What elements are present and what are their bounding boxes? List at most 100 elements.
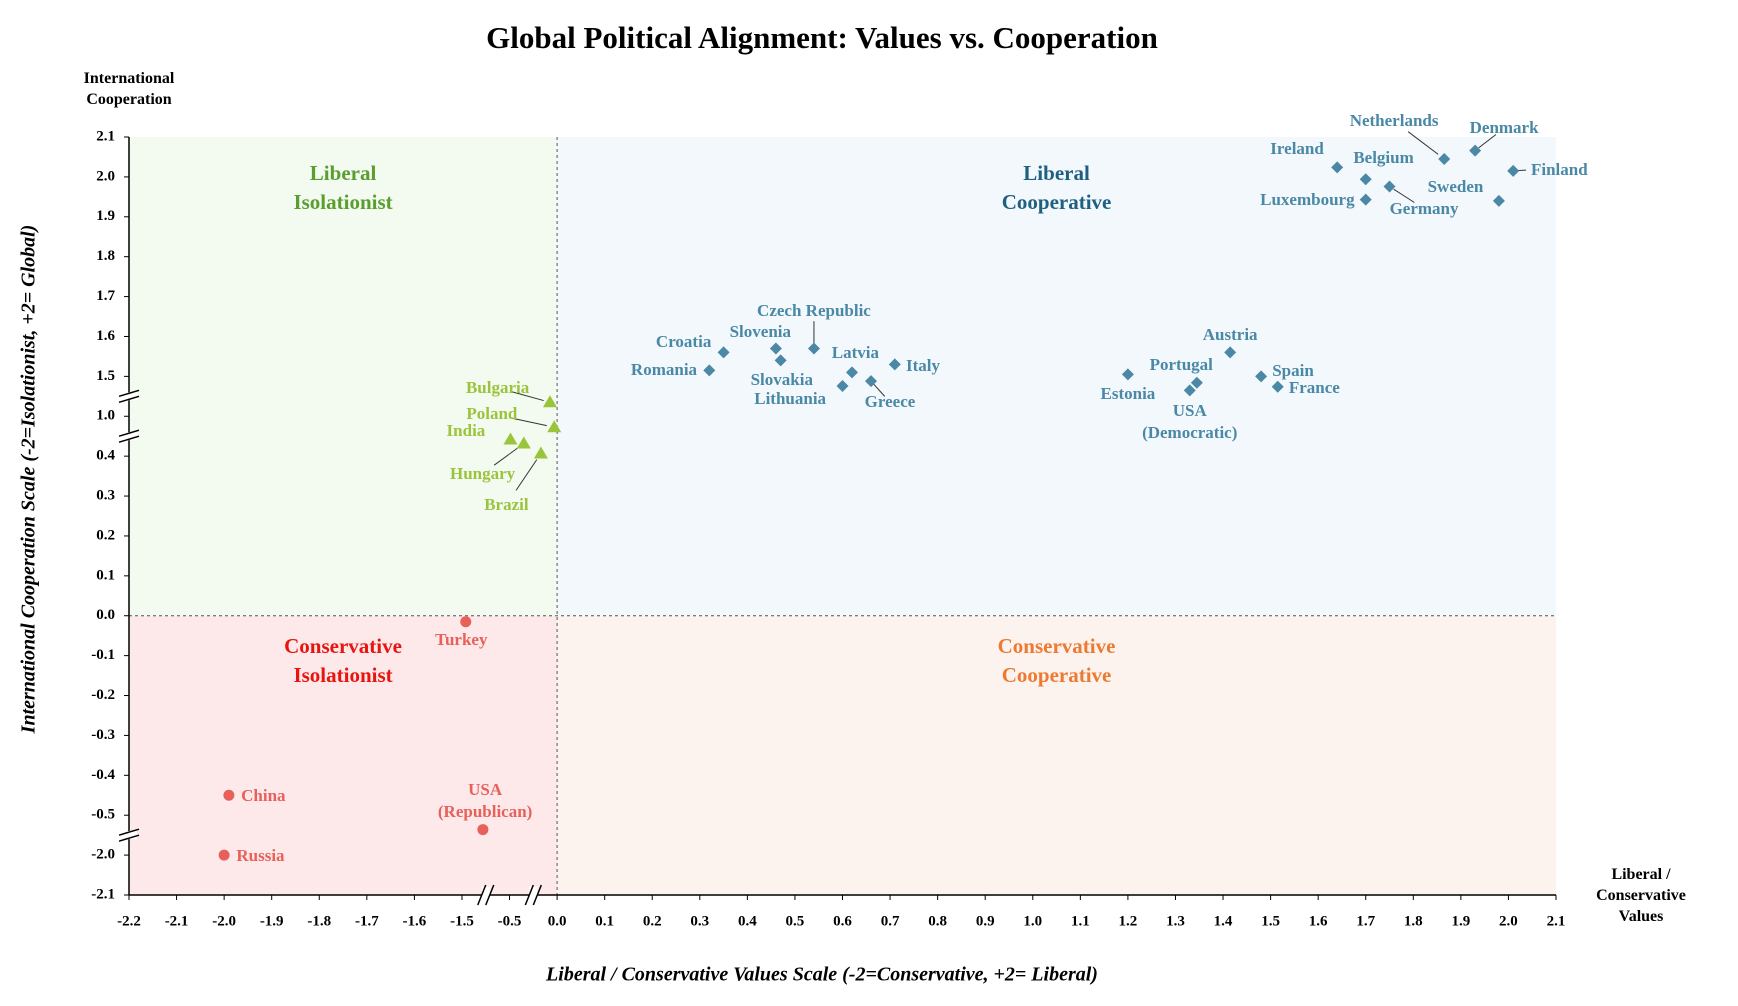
point-label: Latvia [831,343,879,363]
x-tick-label: 1.7 [1356,913,1375,929]
x-tick-label: 1.0 [1023,913,1042,929]
x-tick-label: 1.9 [1451,913,1470,929]
axis-break [118,834,140,842]
y-tick-label: -0.5 [91,807,115,823]
point [1359,193,1372,206]
y-tick-label: -2.0 [91,847,115,863]
point-label: Germany [1389,198,1459,218]
quadrant-label: Liberal Isolationist [293,161,393,214]
axis-break [118,828,140,836]
y-tick-label: -0.1 [91,647,115,663]
x-tick-label: 1.6 [1309,913,1328,929]
x-corner-label: Liberal / Conservative Values [1596,866,1686,925]
y-tick-label: 1.5 [96,368,115,384]
point-label: Ireland [1270,139,1324,159]
point-label: Luxembourg [1260,189,1355,209]
quadrant-background [557,615,1556,895]
x-tick-label: -1.7 [355,913,379,929]
x-tick-label: -1.8 [307,913,331,929]
point-label: Brazil [484,494,529,514]
axis-break [121,432,137,441]
x-tick-label: -2.0 [212,913,236,929]
point [836,379,849,392]
x-tick-label: -0.5 [498,913,522,929]
x-tick-label: 1.4 [1214,913,1233,929]
point-label: Finland [1531,159,1588,179]
leader-line [509,417,547,427]
point-label: Poland [466,403,518,423]
point-label: Bulgaria [465,377,530,397]
point [1121,368,1134,381]
point-label: Spain [1272,360,1314,380]
x-tick-label: 0.5 [786,913,805,929]
point-label: Slovenia [729,321,791,341]
axis-break [481,887,490,903]
quadrant-label: Liberal Cooperative [1001,161,1112,214]
point-label: Turkey [435,629,488,649]
point-label: Czech Republic [757,300,871,320]
leader-line [872,383,886,397]
y-tick-label: 0.1 [96,567,115,583]
point-label: Greece [864,392,916,412]
point [888,358,901,371]
x-tick-label: 2.1 [1547,913,1566,929]
axis-break [524,884,535,906]
y-axis-title: International Cooperation Scale (-2=Isol… [18,225,40,735]
axis-break [477,884,487,906]
point [865,375,878,388]
point [533,446,548,459]
x-tick-label: 0.4 [738,913,757,929]
x-tick-label: 0.9 [976,913,995,929]
quadrant-label: Conservative Cooperative [997,633,1116,687]
point [807,342,820,355]
x-tick-label: 1.8 [1404,913,1423,929]
y-tick-label: 1.8 [96,248,115,264]
point [516,436,531,449]
y-tick-label: -2.1 [91,886,115,902]
x-axis-title: Liberal / Conservative Values Scale (-2=… [545,964,1098,986]
x-tick-label: -2.2 [117,913,141,929]
point-label: China [241,786,286,806]
y-tick-label: 0.3 [96,487,115,503]
point [774,354,787,367]
point-label: USA (Republican) [437,779,533,821]
point-label: Belgium [1353,148,1414,168]
x-tick-label: 0.2 [643,913,662,929]
x-tick-label: 1.1 [1071,913,1090,929]
x-tick-label: -2.1 [165,913,189,929]
x-tick-label: -1.9 [260,913,284,929]
leader-line [1393,188,1415,203]
x-tick-label: 0.0 [548,913,567,929]
y-tick-label: 2.0 [96,168,115,184]
point-label: Croatia [655,332,712,352]
point-label: Portugal [1149,354,1213,374]
point [477,824,489,836]
axis-break [485,884,495,906]
y-tick-label: 1.6 [96,328,115,344]
chart-title: Global Political Alignment: Values vs. C… [486,20,1158,55]
point [769,342,782,355]
leader-line [515,459,538,491]
point [1255,370,1268,383]
x-tick-label: 1.5 [1261,913,1280,929]
axis-break [532,884,543,906]
point-label: India [446,420,486,440]
point-label: Denmark [1469,118,1539,138]
axis-break [118,395,140,404]
point-label: Netherlands [1349,111,1439,131]
point [547,420,562,433]
x-tick-label: 0.1 [595,913,614,929]
leader-line [1478,134,1497,149]
leader-line [512,391,544,402]
point [223,789,235,801]
y-corner-label: International Cooperation [83,70,175,108]
point-label: Austria [1202,324,1258,344]
y-tick-label: 0.0 [96,607,115,623]
point [542,395,557,408]
point [1271,380,1284,393]
x-tick-label: 0.7 [881,913,900,929]
axis-break [121,831,137,840]
y-tick-label: 1.9 [96,208,115,224]
